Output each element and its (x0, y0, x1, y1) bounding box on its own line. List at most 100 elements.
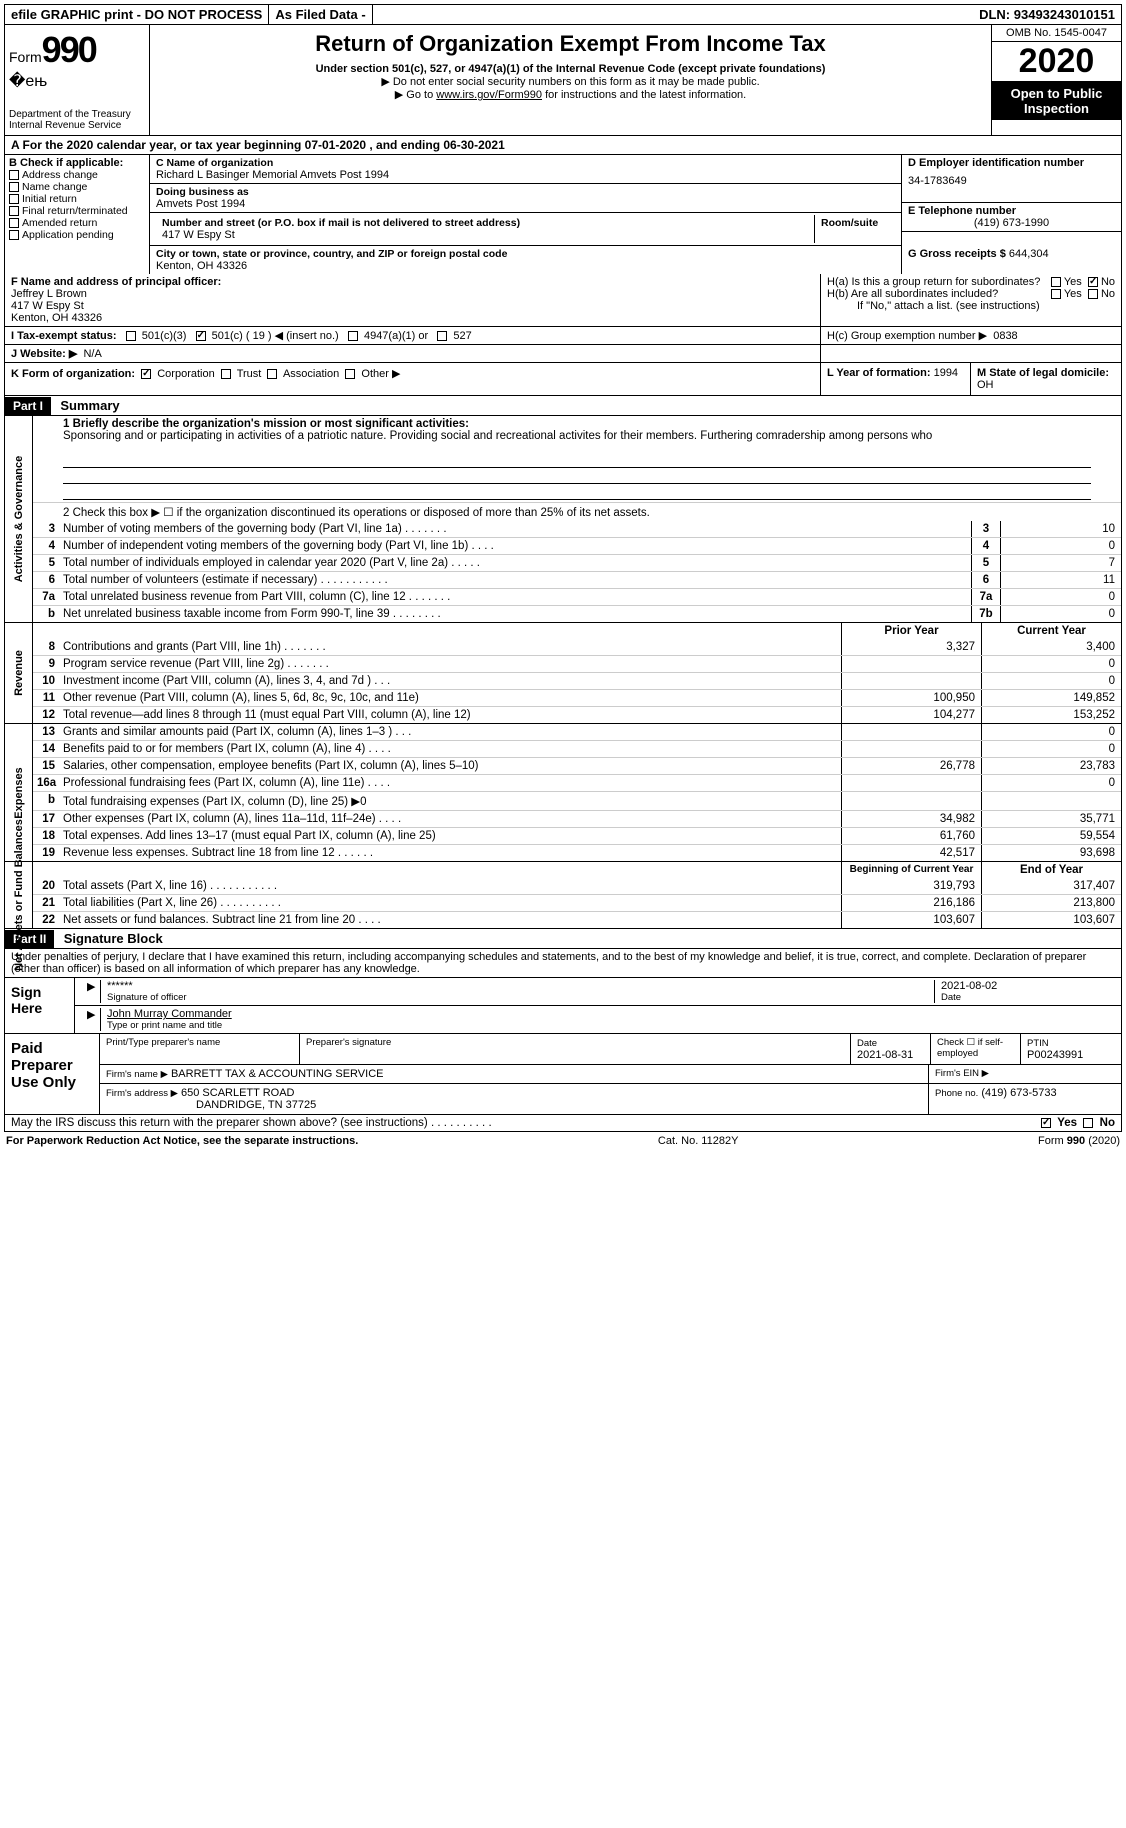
top-bar: efile GRAPHIC print - DO NOT PROCESS As … (4, 4, 1122, 25)
chk-final-return[interactable]: Final return/terminated (9, 205, 145, 217)
gov-line: bNet unrelated business taxable income f… (33, 605, 1121, 622)
discuss-yes[interactable] (1041, 1118, 1051, 1128)
discuss-no[interactable] (1083, 1118, 1093, 1128)
form-header: Form990 �ењ Department of the Treasury I… (4, 25, 1122, 136)
data-line: bTotal fundraising expenses (Part IX, co… (33, 791, 1121, 810)
state-domicile: M State of legal domicile:OH (971, 363, 1121, 395)
chk-initial-return[interactable]: Initial return (9, 193, 145, 205)
sig-name-row: ▶ John Murray Commander Type or print na… (75, 1006, 1121, 1033)
gov-line: 4Number of independent voting members of… (33, 537, 1121, 554)
pen-icon: ▶ (81, 1008, 101, 1031)
ssn-note: ▶ Do not enter social security numbers o… (158, 75, 983, 88)
part1-bar: Part I Summary (4, 396, 1122, 416)
data-line: 9Program service revenue (Part VIII, lin… (33, 655, 1121, 672)
chk-name-change[interactable]: Name change (9, 181, 145, 193)
hb-yes[interactable] (1051, 289, 1061, 299)
org-name-cell: C Name of organization Richard L Basinge… (150, 155, 901, 184)
chk-4947[interactable] (348, 331, 358, 341)
block-bcd: B Check if applicable: Address change Na… (4, 155, 1122, 274)
data-line: 19Revenue less expenses. Subtract line 1… (33, 844, 1121, 861)
sidelabel-governance: Activities & Governance (5, 416, 33, 622)
officer-city: Kenton, OH 43326 (11, 312, 814, 324)
discuss-row: May the IRS discuss this return with the… (4, 1115, 1122, 1132)
efile-notice: efile GRAPHIC print - DO NOT PROCESS (5, 5, 269, 24)
part1-hdr: Part I (5, 397, 51, 415)
irs-link[interactable]: www.irs.gov/Form990 (436, 89, 542, 101)
page-footer: For Paperwork Reduction Act Notice, see … (4, 1132, 1122, 1150)
col-b-checkboxes: B Check if applicable: Address change Na… (5, 155, 150, 274)
swoosh-icon: �ењ (9, 71, 145, 91)
h-b-note: If "No," attach a list. (see instruction… (827, 300, 1115, 312)
dba-name: Amvets Post 1994 (156, 198, 895, 210)
website: J Website: ▶ N/A (5, 345, 821, 362)
gross-receipts: 644,304 (1009, 248, 1049, 260)
data-line: 17Other expenses (Part IX, column (A), l… (33, 810, 1121, 827)
data-line: 15Salaries, other compensation, employee… (33, 757, 1121, 774)
sig-officer-row: ▶ ****** Signature of officer 2021-08-02… (75, 978, 1121, 1006)
paperwork-notice: For Paperwork Reduction Act Notice, see … (6, 1135, 358, 1147)
open-to-public: Open to Public Inspection (992, 82, 1121, 120)
data-line: 22Net assets or fund balances. Subtract … (33, 911, 1121, 928)
sidelabel-netassets: Net Assets or Fund Balances (5, 862, 33, 928)
chk-corp[interactable] (141, 369, 151, 379)
tel-cell: E Telephone number (419) 673-1990 (902, 203, 1121, 232)
form-number: Form990 (9, 29, 145, 71)
paid-preparer: Paid Preparer Use Only Print/Type prepar… (4, 1034, 1122, 1115)
prep-row-1: Print/Type preparer's name Preparer's si… (100, 1034, 1121, 1065)
block-fh: F Name and address of principal officer:… (4, 274, 1122, 327)
header-left: Form990 �ењ Department of the Treasury I… (5, 25, 150, 135)
gov-line: 7aTotal unrelated business revenue from … (33, 588, 1121, 605)
header-right: OMB No. 1545-0047 2020 Open to Public In… (991, 25, 1121, 135)
gov-line: 6Total number of volunteers (estimate if… (33, 571, 1121, 588)
ha-yes[interactable] (1051, 277, 1061, 287)
blank-line (63, 486, 1091, 500)
gov-line: 5Total number of individuals employed in… (33, 554, 1121, 571)
officer-name: Jeffrey L Brown (11, 288, 814, 300)
ein-cell: D Employer identification number 34-1783… (902, 155, 1121, 203)
col-headers: Prior Year Current Year (33, 623, 1121, 639)
telephone: (419) 673-1990 (908, 217, 1115, 229)
ha-no[interactable] (1088, 277, 1098, 287)
chk-application-pending[interactable]: Application pending (9, 229, 145, 241)
chk-address-change[interactable]: Address change (9, 169, 145, 181)
city-cell: City or town, state or province, country… (150, 246, 901, 274)
city: Kenton, OH 43326 (156, 260, 895, 272)
chk-assoc[interactable] (267, 369, 277, 379)
subtitle: Under section 501(c), 527, or 4947(a)(1)… (158, 63, 983, 75)
paid-preparer-label: Paid Preparer Use Only (5, 1034, 100, 1114)
dba-cell: Doing business as Amvets Post 1994 (150, 184, 901, 213)
chk-trust[interactable] (221, 369, 231, 379)
part2-title: Signature Block (58, 929, 169, 948)
sign-here-label: Sign Here (5, 978, 75, 1033)
summary-expenses: Expenses 13Grants and similar amounts pa… (4, 724, 1122, 862)
gross-cell: G Gross receipts $ 644,304 (902, 232, 1121, 262)
officer-street: 417 W Espy St (11, 300, 814, 312)
dln: DLN: 93493243010151 (973, 5, 1121, 24)
line-2: 2 Check this box ▶ ☐ if the organization… (33, 502, 1121, 521)
col-c-org-info: C Name of organization Richard L Basinge… (150, 155, 901, 274)
tax-exempt-status: I Tax-exempt status: 501(c)(3) 501(c) ( … (5, 327, 821, 344)
pen-icon: ▶ (81, 980, 101, 1003)
website-note: ▶ Go to www.irs.gov/Form990 for instruct… (158, 88, 983, 101)
row-i: I Tax-exempt status: 501(c)(3) 501(c) ( … (4, 327, 1122, 345)
dept-treasury: Department of the Treasury Internal Reve… (9, 109, 145, 131)
ein: 34-1783649 (908, 169, 1115, 187)
data-line: 14Benefits paid to or for members (Part … (33, 740, 1121, 757)
chk-501c[interactable] (196, 331, 206, 341)
data-line: 10Investment income (Part VIII, column (… (33, 672, 1121, 689)
blank-line (63, 470, 1091, 484)
data-line: 12Total revenue—add lines 8 through 11 (… (33, 706, 1121, 723)
data-line: 8Contributions and grants (Part VIII, li… (33, 639, 1121, 655)
na-col-headers: Beginning of Current Year End of Year (33, 862, 1121, 878)
chk-amended-return[interactable]: Amended return (9, 217, 145, 229)
hb-no[interactable] (1088, 289, 1098, 299)
penalties-text: Under penalties of perjury, I declare th… (5, 949, 1121, 978)
chk-501c3[interactable] (126, 331, 136, 341)
signature-block: Under penalties of perjury, I declare th… (4, 949, 1122, 1034)
org-name: Richard L Basinger Memorial Amvets Post … (156, 169, 895, 181)
chk-527[interactable] (437, 331, 447, 341)
year-formation: L Year of formation: 1994 (821, 363, 971, 395)
gov-line: 3Number of voting members of the governi… (33, 521, 1121, 537)
chk-other[interactable] (345, 369, 355, 379)
h-a: H(a) Is this a group return for subordin… (827, 276, 1115, 288)
